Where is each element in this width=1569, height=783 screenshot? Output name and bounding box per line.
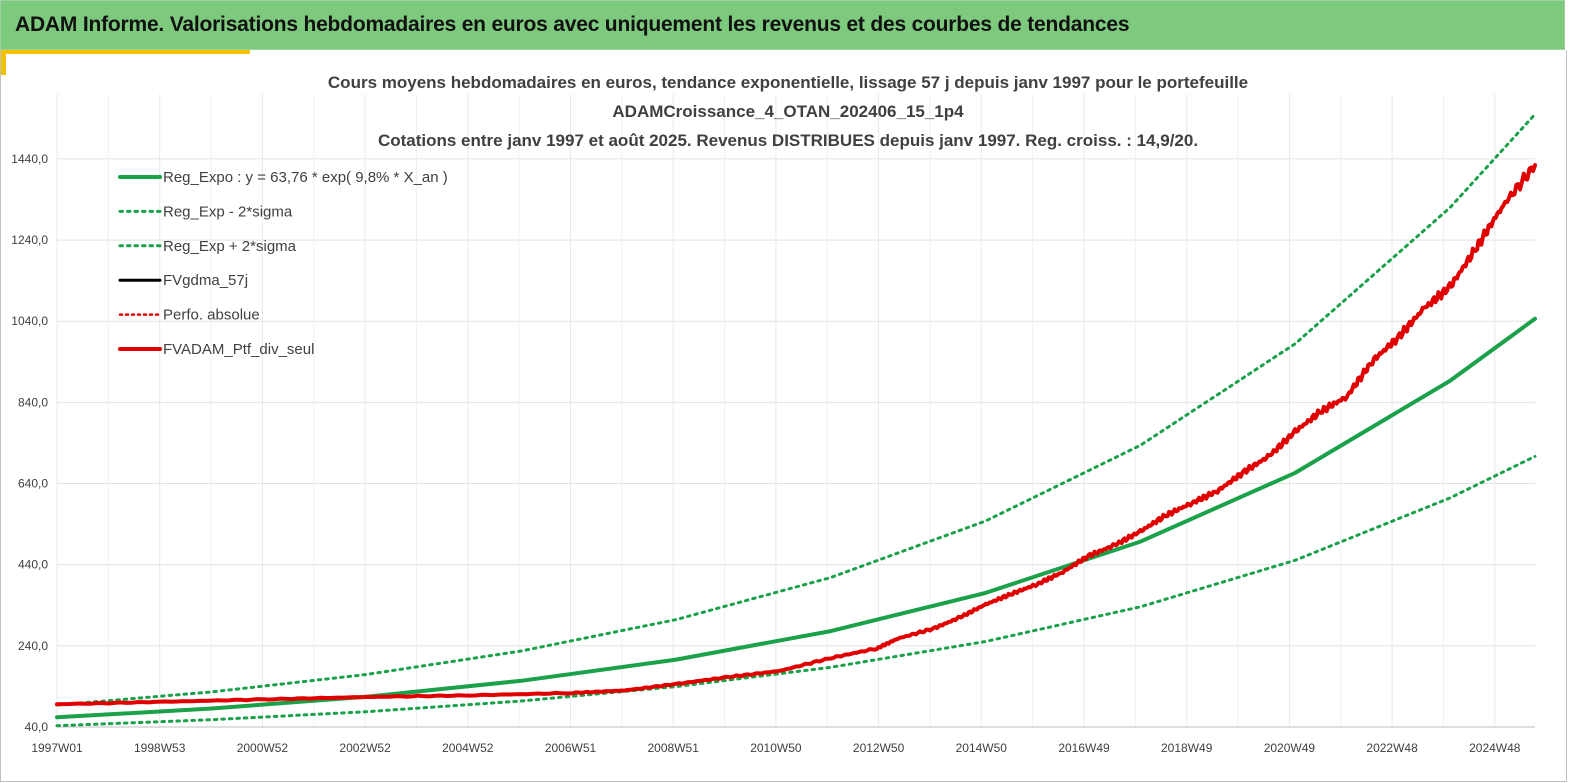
x-tick-label: 2008W51	[648, 741, 700, 755]
x-tick-label: 2018W49	[1161, 741, 1213, 755]
x-tick-label: 2010W50	[750, 741, 802, 755]
series-line-1	[55, 454, 1537, 728]
x-tick-label: 2002W52	[339, 741, 391, 755]
legend-label: FVADAM_Ptf_div_seul	[163, 341, 314, 358]
y-tick-label: 1040,0	[11, 314, 48, 328]
chart-title: Cours moyens hebdomadaires en euros, ten…	[328, 73, 1248, 150]
x-tick-label: 2000W52	[237, 741, 289, 755]
series-lines	[55, 112, 1537, 728]
y-tick-label: 640,0	[18, 477, 48, 491]
y-tick-label: 440,0	[18, 558, 48, 572]
x-tick-label: 2012W50	[853, 741, 905, 755]
legend-label: Reg_Exp - 2*sigma	[163, 203, 293, 220]
x-tick-label: 2024W48	[1469, 741, 1521, 755]
x-tick-label: 2020W49	[1264, 741, 1316, 755]
legend-label: Reg_Expo : y = 63,76 * exp( 9,8% * X_an …	[163, 169, 448, 186]
series-line-5	[55, 163, 1537, 707]
y-tick-label: 1440,0	[11, 152, 48, 166]
legend-label: Perfo. absolue	[163, 307, 260, 324]
x-tick-label: 2014W50	[956, 741, 1008, 755]
chart-frame	[0, 50, 1567, 782]
chart-title-line: ADAMCroissance_4_OTAN_202406_15_1p4	[612, 102, 964, 121]
y-axis-ticks: 40,0 240,0 440,0 640,0 840,0 1040,0 1240,0 1440…	[11, 152, 48, 734]
series-line-0	[55, 316, 1537, 720]
legend-label: FVgdma_57j	[163, 272, 248, 289]
x-tick-label: 2006W51	[545, 741, 597, 755]
page-title: ADAM Informe. Valorisations hebdomadaire…	[15, 13, 1130, 36]
header-bar: ADAM Informe. Valorisations hebdomadaire…	[0, 0, 1565, 50]
x-tick-label: 1998W53	[134, 741, 186, 755]
y-tick-label: 240,0	[18, 639, 48, 653]
x-tick-label: 2022W48	[1366, 741, 1418, 755]
grid-lines	[56, 94, 1535, 728]
legend-label: Reg_Exp + 2*sigma	[163, 238, 297, 255]
y-tick-label: 1240,0	[11, 233, 48, 247]
x-tick-label: 1997W01	[31, 741, 83, 755]
chart-title-line: Cotations entre janv 1997 et août 2025. …	[378, 131, 1198, 150]
x-tick-label: 2004W52	[442, 741, 494, 755]
x-axis-ticks: 1997W01 1998W53 2000W52 2002W52 2004W52 2006W…	[31, 741, 1520, 755]
y-tick-label: 40,0	[25, 720, 49, 734]
accent-line	[0, 50, 250, 54]
chart-area: Cours moyens hebdomadaires en euros, ten…	[11, 73, 1537, 755]
accent-bar	[0, 50, 6, 75]
chart-title-line: Cours moyens hebdomadaires en euros, ten…	[328, 73, 1248, 92]
y-tick-label: 840,0	[18, 395, 48, 409]
legend: Reg_Expo : y = 63,76 * exp( 9,8% * X_an …	[118, 169, 448, 358]
x-tick-label: 2016W49	[1058, 741, 1110, 755]
